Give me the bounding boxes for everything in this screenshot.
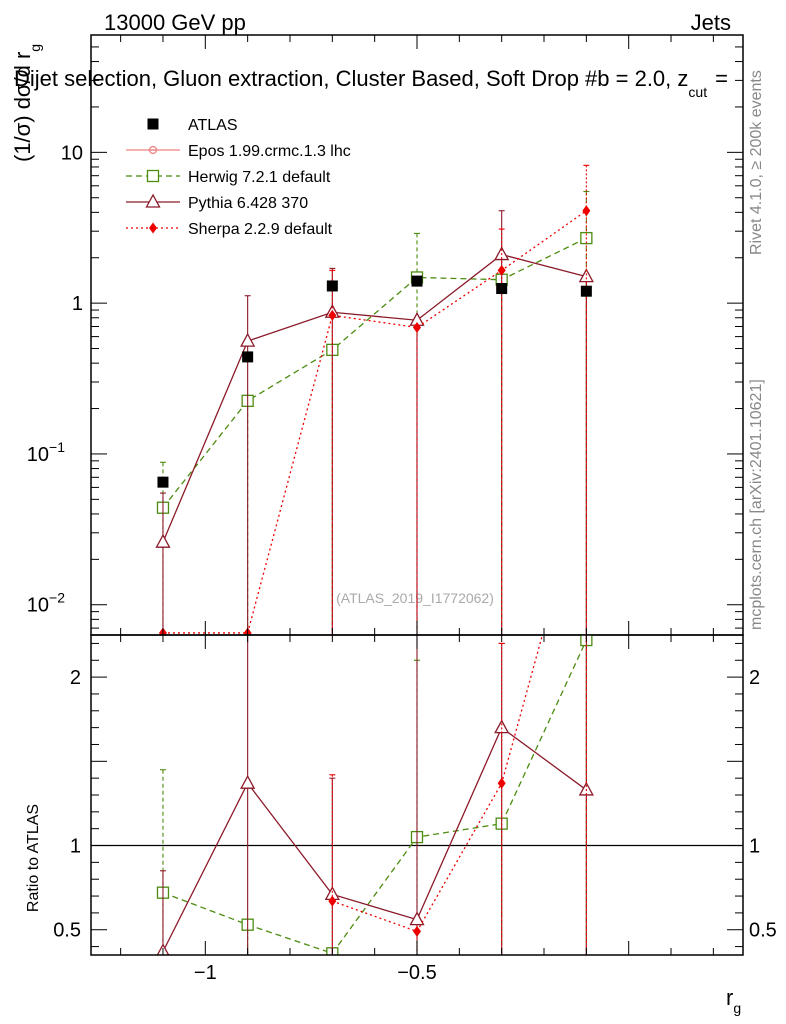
ratio-ytick-label: 0.5 xyxy=(53,920,81,942)
ratio-ytick-label-right: 0.5 xyxy=(749,920,777,942)
main-ytick-label-exp: −2 xyxy=(49,590,65,606)
main-ytick-label: 10 xyxy=(61,142,83,164)
main-sherpa-line xyxy=(162,210,587,634)
legend-atlas-label: ATLAS xyxy=(188,117,238,134)
main-ytick-label: 10−2 xyxy=(27,590,65,617)
ratio-ytick-label-right: 2 xyxy=(749,667,760,689)
process-label: Jets xyxy=(691,10,731,35)
legend-sherpa-marker xyxy=(149,222,157,234)
ratio-sherpa-line xyxy=(332,635,544,933)
legend-pythia-marker xyxy=(145,193,161,208)
legend-herwig-label: Herwig 7.2.1 default xyxy=(188,169,331,186)
main-series-group xyxy=(155,164,594,635)
ratio-pythia-line xyxy=(162,726,587,952)
legend-epos-label: Epos 1.99.crmc.1.3 lhc xyxy=(188,143,351,160)
ratio-ytick-label: 1 xyxy=(70,836,81,858)
main-ytick-label-base: 10 xyxy=(27,595,49,617)
main-sherpa-point xyxy=(328,309,337,321)
x-tick-label: −1 xyxy=(194,962,217,984)
x-tick-label: −0.5 xyxy=(397,962,436,984)
legend-pythia-label: Pythia 6.428 370 xyxy=(188,195,308,212)
main-ylabel: (1/σ) dσ/d rg xyxy=(10,44,43,162)
main-pythia-point xyxy=(155,533,171,548)
main-pythia-line xyxy=(162,253,587,543)
ratio-pythia-point xyxy=(494,719,510,734)
legend-herwig-marker xyxy=(146,169,160,183)
main-ytick-label-base: 1 xyxy=(72,293,83,315)
rivet-version-label: Rivet 4.1.0, ≥ 200k events xyxy=(748,70,765,255)
main-sherpa-point xyxy=(413,321,421,333)
main-atlas-point xyxy=(580,285,592,297)
ratio-ytick-label: 2 xyxy=(70,667,81,689)
energy-label: 13000 GeV pp xyxy=(104,10,246,35)
main-atlas-point xyxy=(157,476,169,488)
main-atlas-point xyxy=(242,351,254,363)
ratio-ytick-label-right: 1 xyxy=(749,836,760,858)
mcplots-label: mcplots.cern.ch [arXiv:2401.10621] xyxy=(748,379,765,630)
ratio-plot-area: 0.5 0.5 1 1 2 2 −1 −0.5 xyxy=(53,634,777,984)
main-ytick-label-base: 10 xyxy=(27,444,49,466)
x-axis-label-main: r xyxy=(726,985,733,1010)
main-ytick-label-exp: −1 xyxy=(49,439,65,455)
main-ytick-label: 1 xyxy=(72,293,83,315)
ratio-herwig-line xyxy=(162,639,587,955)
ratio-sherpa-point xyxy=(497,777,506,789)
plot-title-tail: = xyxy=(715,66,728,91)
main-atlas-point xyxy=(411,275,423,287)
main-sherpa-point xyxy=(497,264,506,276)
ratio-series-group xyxy=(156,635,594,955)
ratio-pythia-point xyxy=(409,911,425,926)
main-ytick-label: 10−1 xyxy=(27,439,65,466)
main-pythia-point xyxy=(240,332,256,347)
main-ytick-label-base: 10 xyxy=(61,142,83,164)
plot-title: Dijet selection, Gluon extraction, Clust… xyxy=(14,66,728,100)
main-atlas-point xyxy=(326,280,338,292)
main-sherpa-point xyxy=(582,205,591,217)
ratio-sherpa-point xyxy=(413,925,421,937)
main-ylabel-sub: g xyxy=(27,44,43,52)
main-atlas-point xyxy=(496,283,508,295)
legend: ATLAS Epos 1.99.crmc.1.3 lhc Herwig 7.2.1 … xyxy=(126,117,351,238)
legend-atlas-marker xyxy=(147,118,159,130)
ratio-sherpa-point xyxy=(328,895,337,907)
ratio-pythia-point xyxy=(240,774,256,789)
ratio-ylabel: Ratio to ATLAS xyxy=(25,804,42,912)
main-herwig-line xyxy=(162,237,587,509)
x-axis-label-sub: g xyxy=(733,1000,741,1016)
plot-title-sub: cut xyxy=(688,84,707,100)
main-ylabel-main: (1/σ) dσ/d r xyxy=(10,52,35,162)
analysis-watermark: (ATLAS_2019_I1772062) xyxy=(336,590,494,606)
legend-sherpa-label: Sherpa 2.2.9 default xyxy=(188,221,333,238)
x-axis-label: rg xyxy=(726,985,741,1016)
plot-title-main: Dijet selection, Gluon extraction, Clust… xyxy=(14,66,688,91)
